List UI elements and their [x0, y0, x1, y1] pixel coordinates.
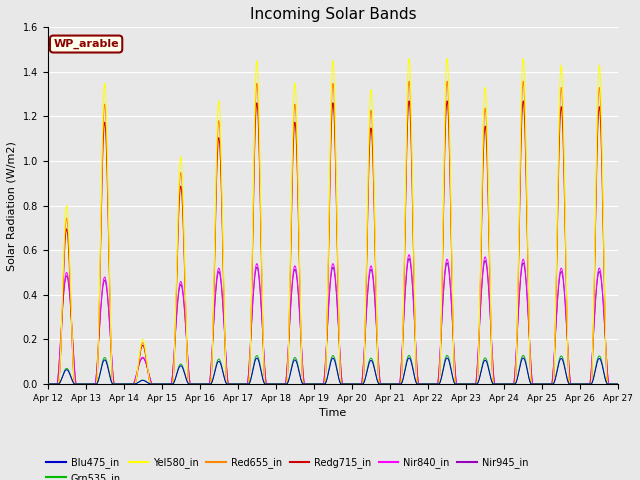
- Legend: Blu475_in, Grn535_in, Yel580_in, Red655_in, Redg715_in, Nir840_in, Nir945_in: Blu475_in, Grn535_in, Yel580_in, Red655_…: [42, 453, 532, 480]
- Text: WP_arable: WP_arable: [53, 39, 119, 49]
- Title: Incoming Solar Bands: Incoming Solar Bands: [250, 7, 416, 22]
- X-axis label: Time: Time: [319, 408, 346, 418]
- Y-axis label: Solar Radiation (W/m2): Solar Radiation (W/m2): [7, 141, 17, 271]
